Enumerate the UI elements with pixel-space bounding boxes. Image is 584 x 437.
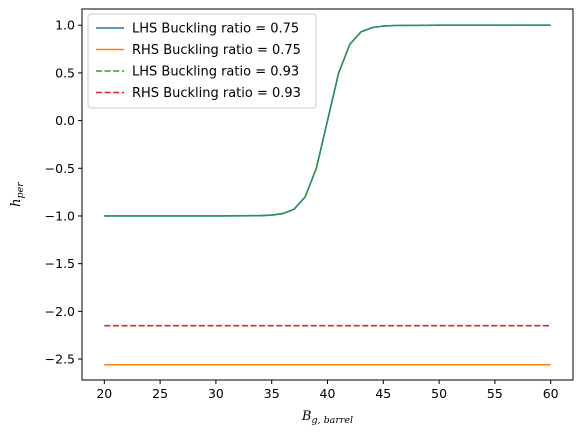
x-axis-ticks: 20 25 30 35 40 45 50 55 60: [96, 380, 559, 401]
x-tick-label: 25: [152, 386, 168, 401]
y-tick-label: −1.0: [45, 208, 75, 223]
legend-entry: RHS Buckling ratio = 0.75: [132, 43, 301, 58]
y-tick-label: −2.5: [45, 352, 75, 367]
y-tick-label: 1.0: [55, 18, 75, 33]
y-tick-label: 0.5: [55, 65, 75, 80]
x-tick-label: 50: [431, 386, 447, 401]
x-tick-label: 40: [320, 386, 336, 401]
x-tick-label: 35: [264, 386, 280, 401]
x-tick-label: 30: [208, 386, 224, 401]
legend-box: [87, 13, 317, 109]
y-tick-label: −1.5: [45, 256, 75, 271]
y-axis-label: hper: [9, 181, 26, 207]
legend-entry: LHS Buckling ratio = 0.75: [132, 22, 299, 37]
plot-lines: [104, 24, 551, 366]
x-axis-label: Bg, barrel: [301, 409, 353, 426]
x-tick-label: 20: [96, 386, 112, 401]
y-tick-label: 0.0: [55, 113, 75, 128]
y-axis-ticks: 1.0 0.5 0.0 −0.5 −1.0 −1.5 −2.0 −2.5: [45, 18, 82, 367]
legend-entry: LHS Buckling ratio = 0.93: [132, 65, 299, 80]
legend-entry: RHS Buckling ratio = 0.93: [132, 86, 301, 101]
x-tick-label: 55: [487, 386, 503, 401]
x-tick-label: 60: [543, 386, 559, 401]
series-line-3: [104, 24, 551, 217]
legend: LHS Buckling ratio = 0.75 RHS Buckling ra…: [87, 13, 317, 109]
x-tick-label: 45: [375, 386, 391, 401]
y-tick-label: −0.5: [45, 161, 75, 176]
y-tick-label: −2.0: [45, 304, 75, 319]
